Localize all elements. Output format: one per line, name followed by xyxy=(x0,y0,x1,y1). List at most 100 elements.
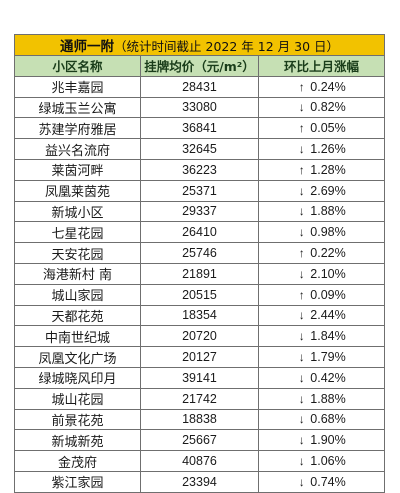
month-change: ↓ 1.79% xyxy=(257,346,386,368)
arrow-up-icon: ↑ xyxy=(298,79,305,94)
listing-price: 25746 xyxy=(140,242,259,264)
month-change: ↓ 0.42% xyxy=(257,366,386,389)
arrow-up-icon: ↑ xyxy=(298,121,305,136)
arrow-up-icon: ↑ xyxy=(298,246,305,261)
table-row: 金茂府 40876 ↓ 1.06% xyxy=(14,450,386,472)
table-row: 兆丰嘉园 28431 ↑ 0.24% xyxy=(14,75,386,98)
month-change: ↑ 0.24% xyxy=(257,75,386,98)
listing-price: 32645 xyxy=(140,138,259,160)
arrow-down-icon: ↓ xyxy=(298,474,305,489)
price-table: 通师一附（统计时间截止 2022 年 12 月 30 日） 小区名称 挂牌均价（… xyxy=(13,34,386,493)
listing-price: 20720 xyxy=(140,325,259,348)
listing-price: 29337 xyxy=(140,200,259,223)
change-value: 0.24% xyxy=(310,79,346,94)
listing-price: 25667 xyxy=(140,429,259,452)
arrow-down-icon: ↓ xyxy=(298,433,305,448)
change-value: 1.06% xyxy=(310,454,346,469)
header-name: 小区名称 xyxy=(14,55,141,77)
community-name: 兆丰嘉园 xyxy=(14,75,141,98)
change-value: 1.88% xyxy=(310,204,346,219)
table-row: 城山家园 20515 ↑ 0.09% xyxy=(14,283,386,306)
community-name: 绿城晓风印月 xyxy=(14,366,141,389)
title-main: 通师一附 xyxy=(60,39,115,55)
listing-price: 40876 xyxy=(140,450,259,472)
listing-price: 23394 xyxy=(140,470,259,493)
community-name: 新城新苑 xyxy=(14,429,141,452)
month-change: ↓ 1.88% xyxy=(257,387,386,410)
arrow-down-icon: ↓ xyxy=(298,142,305,157)
arrow-down-icon: ↓ xyxy=(298,412,305,427)
community-name: 城山家园 xyxy=(14,283,141,306)
community-name: 绿城玉兰公寓 xyxy=(14,96,141,119)
listing-price: 20515 xyxy=(140,283,259,306)
change-value: 0.98% xyxy=(310,225,346,240)
arrow-up-icon: ↑ xyxy=(298,287,305,302)
table-row: 苏建学府雅居 36841 ↑ 0.05% xyxy=(14,117,386,140)
arrow-down-icon: ↓ xyxy=(298,350,305,365)
table-row: 海港新村 南 21891 ↓ 2.10% xyxy=(14,262,386,285)
month-change: ↓ 2.69% xyxy=(257,179,386,202)
listing-price: 36223 xyxy=(140,158,259,181)
change-value: 0.22% xyxy=(310,246,346,261)
month-change: ↓ 2.44% xyxy=(257,304,386,327)
table-row: 益兴名流府 32645 ↓ 1.26% xyxy=(14,138,386,160)
month-change: ↓ 1.06% xyxy=(257,450,386,472)
table-row: 新城新苑 25667 ↓ 1.90% xyxy=(14,429,386,452)
community-name: 前景花苑 xyxy=(14,408,141,431)
change-value: 0.42% xyxy=(310,370,346,385)
listing-price: 20127 xyxy=(140,346,259,368)
community-name: 紫江家园 xyxy=(14,470,141,493)
change-value: 0.09% xyxy=(310,287,346,302)
change-value: 2.69% xyxy=(310,183,346,198)
header-change: 环比上月涨幅 xyxy=(257,55,386,77)
change-value: 1.28% xyxy=(310,162,346,177)
month-change: ↓ 2.10% xyxy=(257,262,386,285)
change-value: 1.84% xyxy=(310,329,346,344)
change-value: 0.82% xyxy=(310,100,346,115)
listing-price: 33080 xyxy=(140,96,259,119)
table-title: 通师一附（统计时间截止 2022 年 12 月 30 日） xyxy=(13,34,386,56)
table-row: 凤凰莱茵苑 25371 ↓ 2.69% xyxy=(14,179,386,202)
change-value: 1.90% xyxy=(310,433,346,448)
table-row: 七星花园 26410 ↓ 0.98% xyxy=(14,221,386,244)
table-row: 绿城晓风印月 39141 ↓ 0.42% xyxy=(14,366,386,389)
table-row: 天安花园 25746 ↑ 0.22% xyxy=(14,242,386,264)
change-value: 2.10% xyxy=(310,266,346,281)
change-value: 0.68% xyxy=(310,412,346,427)
month-change: ↑ 1.28% xyxy=(257,158,386,181)
arrow-down-icon: ↓ xyxy=(298,454,305,469)
change-value: 0.05% xyxy=(310,121,346,136)
change-value: 0.74% xyxy=(310,474,346,489)
arrow-down-icon: ↓ xyxy=(298,183,305,198)
community-name: 天安花园 xyxy=(14,242,141,264)
community-name: 新城小区 xyxy=(14,200,141,223)
table-row: 中南世纪城 20720 ↓ 1.84% xyxy=(14,325,386,348)
table-row: 紫江家园 23394 ↓ 0.74% xyxy=(14,470,386,493)
listing-price: 28431 xyxy=(140,75,259,98)
community-name: 七星花园 xyxy=(14,221,141,244)
listing-price: 26410 xyxy=(140,221,259,244)
table-row: 天都花苑 18354 ↓ 2.44% xyxy=(14,304,386,327)
arrow-down-icon: ↓ xyxy=(298,329,305,344)
arrow-down-icon: ↓ xyxy=(298,370,305,385)
month-change: ↓ 0.74% xyxy=(257,470,386,493)
community-name: 城山花园 xyxy=(14,387,141,410)
month-change: ↓ 1.84% xyxy=(257,325,386,348)
community-name: 海港新村 南 xyxy=(14,262,141,285)
month-change: ↑ 0.05% xyxy=(257,117,386,140)
change-value: 1.79% xyxy=(310,350,346,365)
community-name: 益兴名流府 xyxy=(14,138,141,160)
title-row: 通师一附（统计时间截止 2022 年 12 月 30 日） xyxy=(13,34,386,56)
title-sub: （统计时间截止 2022 年 12 月 30 日） xyxy=(114,39,339,54)
community-name: 中南世纪城 xyxy=(14,325,141,348)
table-row: 前景花苑 18838 ↓ 0.68% xyxy=(14,408,386,431)
month-change: ↓ 0.98% xyxy=(257,221,386,244)
arrow-down-icon: ↓ xyxy=(298,100,305,115)
listing-price: 36841 xyxy=(140,117,259,140)
header-row: 小区名称 挂牌均价（元/m²） 环比上月涨幅 xyxy=(14,55,386,77)
community-name: 凤凰文化广场 xyxy=(14,346,141,368)
month-change: ↓ 1.26% xyxy=(257,138,386,160)
header-price: 挂牌均价（元/m²） xyxy=(140,55,259,77)
listing-price: 21742 xyxy=(140,387,259,410)
table-row: 凤凰文化广场 20127 ↓ 1.79% xyxy=(14,346,386,368)
